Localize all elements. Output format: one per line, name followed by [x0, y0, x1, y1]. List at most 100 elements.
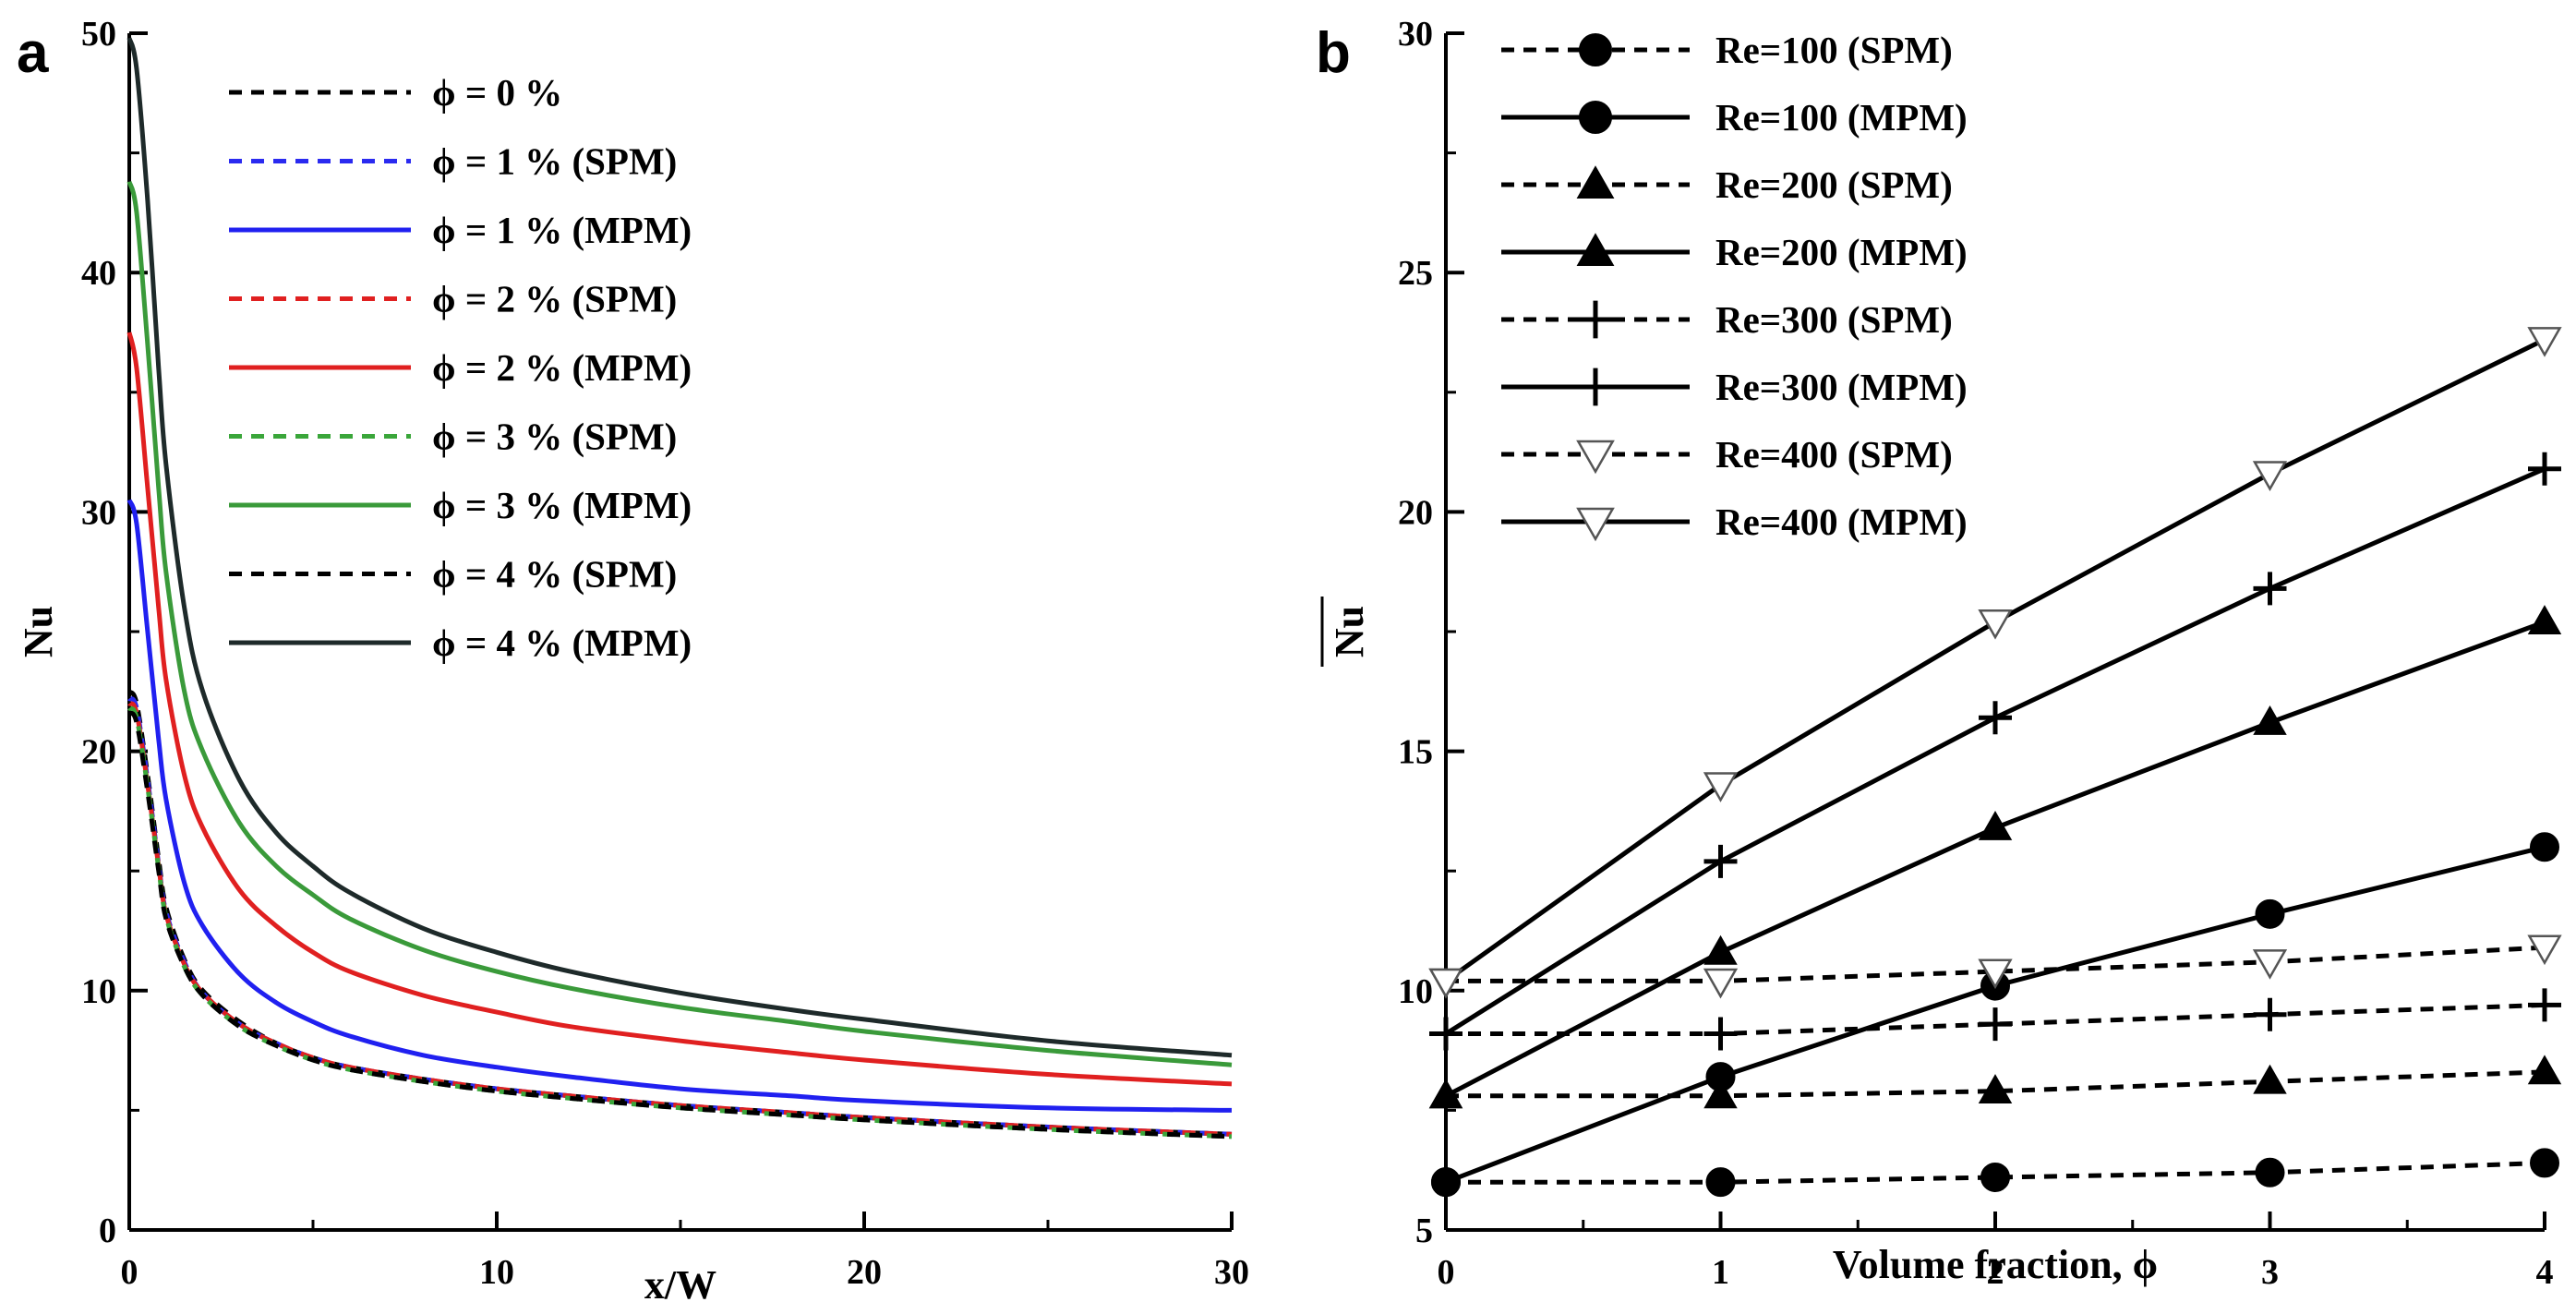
- panel-b-point: [1703, 934, 1738, 965]
- panel-b-point: [2253, 997, 2287, 1031]
- panel-a-series-4-spm: [126, 710, 1233, 1139]
- panel-b-legend-marker: [1576, 368, 1615, 406]
- panel-b-legend-marker: [1576, 165, 1615, 199]
- panel-b-y-tick-label: 10: [1398, 972, 1433, 1011]
- panel-a-letter: a: [17, 21, 49, 85]
- panel-a-legend-label: ϕ = 1 % (MPM): [432, 209, 692, 251]
- panel-a-series-2-spm: [127, 701, 1233, 1137]
- panel-a-legend-label: ϕ = 3 % (MPM): [432, 484, 692, 526]
- panel-b-legend-label: Re=300 (MPM): [1715, 366, 1968, 408]
- panel-b-point: [2527, 605, 2562, 635]
- panel-b-point: [2252, 949, 2288, 980]
- panel-b-point: [2528, 452, 2561, 486]
- panel-a-series-0: [126, 690, 1233, 1137]
- panel-a-series-3-spm: [126, 705, 1233, 1139]
- panel-b-point: [1703, 1079, 1738, 1109]
- panel-b-legend-label: Re=200 (SPM): [1715, 163, 1953, 206]
- panel-a-x-tick-label: 10: [479, 1253, 514, 1292]
- panel-a-y-tick-label: 20: [81, 733, 116, 772]
- panel-b-legend-marker: [1579, 101, 1612, 134]
- panel-b-point: [2527, 934, 2562, 966]
- panel-a-legend-label: ϕ = 4 % (SPM): [432, 553, 677, 596]
- panel-b-series-re-400-mpm: [1444, 337, 2546, 983]
- panel-b-point: [2255, 898, 2285, 929]
- panel-b-x-tick-label: 1: [1712, 1253, 1729, 1292]
- panel-b-x-tick-label: 4: [2536, 1253, 2554, 1292]
- panel-b-point: [2253, 1064, 2287, 1094]
- panel-b-legend-label: Re=400 (SPM): [1715, 433, 1953, 476]
- panel-b-point: [1980, 1162, 2010, 1192]
- panel-a-legend-label: ϕ = 2 % (MPM): [432, 346, 692, 389]
- panel-b-series-re-300-mpm: [1444, 466, 2546, 1036]
- panel-b-point: [1431, 1167, 1461, 1198]
- panel-a-x-tick-label: 20: [847, 1253, 882, 1292]
- panel-b-point: [1978, 958, 2013, 990]
- panel-a-y-tick-label: 30: [81, 493, 116, 532]
- panel-b-y-tick-label: 20: [1398, 493, 1433, 532]
- panel-b-legend-label: Re=200 (MPM): [1715, 231, 1968, 273]
- panel-a-x-tick-label: 30: [1214, 1253, 1249, 1292]
- panel-b-point: [1978, 609, 2013, 640]
- panel-b-x-axis-title: Volume fraction, ϕ: [1833, 1242, 2158, 1287]
- panel-b-point: [2528, 988, 2561, 1022]
- panel-b-point: [2527, 1055, 2562, 1085]
- panel-b-y-tick-label: 25: [1398, 254, 1433, 293]
- panel-b-point: [1429, 1017, 1463, 1051]
- chart-panel-a: a 0 10 20 30 0 10 20 30 40 50 x/W Nu ϕ = 0 % ϕ = 1 % …: [16, 15, 1249, 1308]
- panel-a-series-2-mpm: [126, 332, 1233, 1087]
- panel-b-point: [1703, 968, 1739, 999]
- panel-b-series-re-400-spm: [1446, 945, 2546, 983]
- panel-b-x-tick-label: 3: [2261, 1253, 2279, 1292]
- panel-b-point: [1703, 772, 1739, 802]
- panel-b-series-re-200-spm: [1446, 1069, 2546, 1099]
- panel-a-x-axis-title: x/W: [644, 1262, 716, 1308]
- panel-b-point: [1979, 1007, 2012, 1042]
- panel-b-x-tick-label: 2: [1987, 1253, 2004, 1292]
- panel-a-legend-label: ϕ = 3 % (SPM): [432, 416, 677, 458]
- panel-b-point: [1703, 1017, 1738, 1051]
- panel-b-point: [1978, 1074, 2013, 1104]
- panel-b-point: [2527, 327, 2562, 357]
- panel-b-legend-label: Re=300 (SPM): [1715, 298, 1953, 341]
- panel-a-legend-label: ϕ = 0 %: [432, 71, 562, 114]
- chart-panel-b: b 0 1 2 3 4 5 10 15 20 25 30 Volume fraction, ϕ Nu Re…: [1316, 15, 2562, 1292]
- panel-a-x-tick-label: 0: [121, 1253, 138, 1292]
- panel-a-series-1-spm: [127, 696, 1233, 1137]
- panel-b-point: [1705, 1167, 1736, 1198]
- panel-b-y-tick-label: 5: [1415, 1212, 1433, 1250]
- panel-a-legend-label: ϕ = 2 % (SPM): [432, 278, 677, 320]
- panel-a-y-tick-label: 10: [81, 972, 116, 1011]
- panel-b-legend-marker: [1576, 507, 1615, 542]
- panel-a-legend-label: ϕ = 4 % (MPM): [432, 621, 692, 664]
- panel-b-point: [2530, 832, 2559, 862]
- panel-b-x-tick-label: 0: [1438, 1253, 1455, 1292]
- panel-b-point: [2530, 1148, 2559, 1178]
- panel-b-point: [1978, 811, 2013, 840]
- panel-b-y-tick-label: 15: [1398, 733, 1433, 772]
- panel-b-point: [2253, 705, 2287, 735]
- panel-b-point: [2255, 1157, 2285, 1187]
- panel-a-y-tick-label: 40: [81, 254, 116, 293]
- panel-b-series-re-100-spm: [1446, 1160, 2546, 1185]
- panel-a-y-tick-label: 0: [99, 1212, 116, 1250]
- panel-a-series-4-mpm: [126, 37, 1233, 1058]
- panel-a-legend-label: ϕ = 1 % (SPM): [432, 140, 677, 183]
- panel-b-series-re-300-spm: [1446, 1002, 2546, 1036]
- panel-b-legend-label: Re=100 (SPM): [1715, 29, 1953, 71]
- panel-b-point: [1703, 844, 1738, 878]
- panel-b-legend-label: Re=100 (MPM): [1715, 96, 1968, 139]
- panel-b-y-axis-title: Nu: [1327, 606, 1372, 657]
- panel-b-point: [1979, 701, 2012, 735]
- panel-b-legend-marker: [1576, 440, 1615, 475]
- panel-b-legend-label: Re=400 (MPM): [1715, 500, 1968, 543]
- panel-b-point: [1428, 1079, 1463, 1109]
- panel-a-y-tick-label: 50: [81, 15, 116, 54]
- panel-b-y-tick-label: 30: [1398, 15, 1433, 54]
- panel-a-series-3-mpm: [126, 180, 1233, 1067]
- panel-b-point: [2253, 572, 2287, 606]
- panel-b-point: [2252, 461, 2288, 491]
- panel-b-legend-marker: [1579, 33, 1612, 66]
- panel-b-legend-marker: [1576, 300, 1615, 339]
- panel-a-series-1-mpm: [126, 499, 1233, 1113]
